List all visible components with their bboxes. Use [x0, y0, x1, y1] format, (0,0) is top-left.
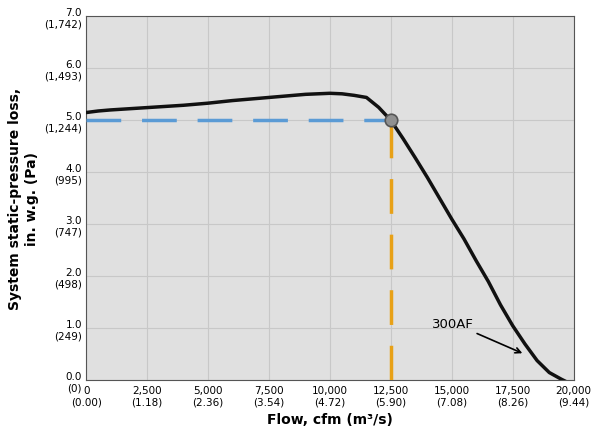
Y-axis label: System static-pressure loss,
in. w.g. (Pa): System static-pressure loss, in. w.g. (P… [8, 88, 38, 310]
X-axis label: Flow, cfm (m³/s): Flow, cfm (m³/s) [267, 412, 393, 426]
Text: 300AF: 300AF [432, 317, 521, 353]
